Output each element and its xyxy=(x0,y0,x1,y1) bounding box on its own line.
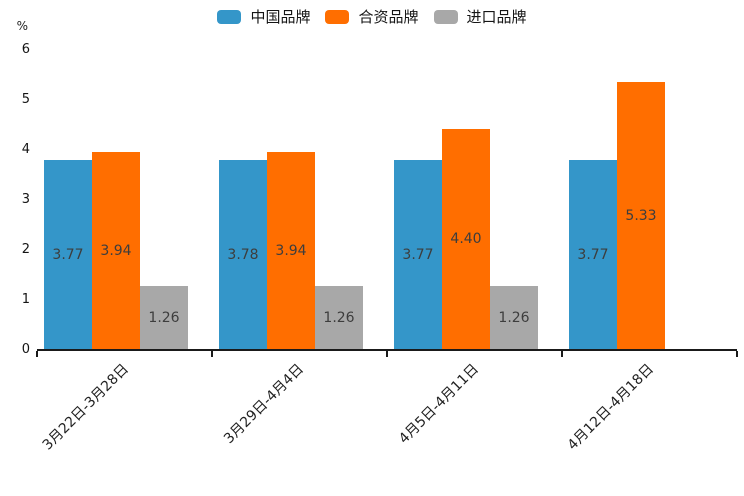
y-tick-label: 1 xyxy=(21,292,30,307)
bar-value-label: 5.33 xyxy=(625,207,657,224)
legend-item-china-brand[interactable]: 中国品牌 xyxy=(217,8,310,26)
y-tick-label: 5 xyxy=(21,92,30,107)
x-category-label-text: 4月12日-4月18日 xyxy=(564,361,657,454)
x-category-label-text: 4月5日-4月11日 xyxy=(395,361,482,448)
x-axis-line xyxy=(37,349,737,351)
legend-swatch-china-brand-icon xyxy=(217,10,242,24)
bar-value-label: 3.77 xyxy=(402,246,434,263)
x-axis-tick xyxy=(211,351,213,357)
bar-import-brand-group2[interactable]: 1.26 xyxy=(315,286,363,349)
bar-import-brand-group3[interactable]: 1.26 xyxy=(490,286,538,349)
bar-china-brand-group2[interactable]: 3.78 xyxy=(219,160,267,349)
bar-joint-venture-brand-group2[interactable]: 3.94 xyxy=(267,152,315,349)
y-axis-unit-label: % xyxy=(16,19,28,33)
legend-item-joint-venture-brand[interactable]: 合资品牌 xyxy=(325,8,419,26)
bar-value-label: 4.40 xyxy=(450,231,482,247)
x-axis-tick xyxy=(36,351,38,357)
bar-china-brand-group3[interactable]: 3.77 xyxy=(394,160,442,349)
x-category-label-text: 3月29日-4月4日 xyxy=(220,361,307,448)
bar-joint-venture-brand-group1[interactable]: 3.94 xyxy=(92,152,140,349)
legend-label-china-brand: 中国品牌 xyxy=(250,8,311,26)
bar-value-label: 3.77 xyxy=(577,246,609,263)
bar-joint-venture-brand-group4[interactable]: 5.33 xyxy=(617,82,665,349)
bar-china-brand-group1[interactable]: 3.77 xyxy=(44,160,92,349)
bar-value-label: 3.94 xyxy=(100,242,132,259)
y-tick-label: 0 xyxy=(21,342,30,357)
y-tick-label: 4 xyxy=(21,142,30,157)
legend-label-import-brand: 进口品牌 xyxy=(466,8,527,26)
bar-value-label: 1.26 xyxy=(498,309,530,326)
y-tick-label: 2 xyxy=(21,242,30,257)
bar-china-brand-group4[interactable]: 3.77 xyxy=(569,160,617,349)
x-axis-tick xyxy=(736,351,738,357)
bar-value-label: 3.94 xyxy=(275,242,307,259)
legend-swatch-import-brand-icon xyxy=(433,10,458,24)
x-category-label-text: 3月22日-3月28日 xyxy=(39,361,132,454)
bar-value-label: 1.26 xyxy=(148,309,180,326)
bar-import-brand-group1[interactable]: 1.26 xyxy=(140,286,188,349)
y-tick-label: 3 xyxy=(21,192,30,207)
legend-swatch-joint-venture-brand-icon xyxy=(325,10,350,24)
x-axis-tick xyxy=(386,351,388,357)
x-axis-tick xyxy=(561,351,563,357)
legend: 中国品牌 合资品牌 进口品牌 xyxy=(0,8,744,26)
y-tick-label: 6 xyxy=(21,42,30,57)
legend-label-joint-venture-brand: 合资品牌 xyxy=(358,8,419,26)
bar-value-label: 1.26 xyxy=(323,309,355,326)
bar-value-label: 3.77 xyxy=(52,246,84,263)
bar-value-label: 3.78 xyxy=(227,246,259,263)
bar-joint-venture-brand-group3[interactable]: 4.40 xyxy=(442,129,490,349)
legend-item-import-brand[interactable]: 进口品牌 xyxy=(433,8,527,26)
